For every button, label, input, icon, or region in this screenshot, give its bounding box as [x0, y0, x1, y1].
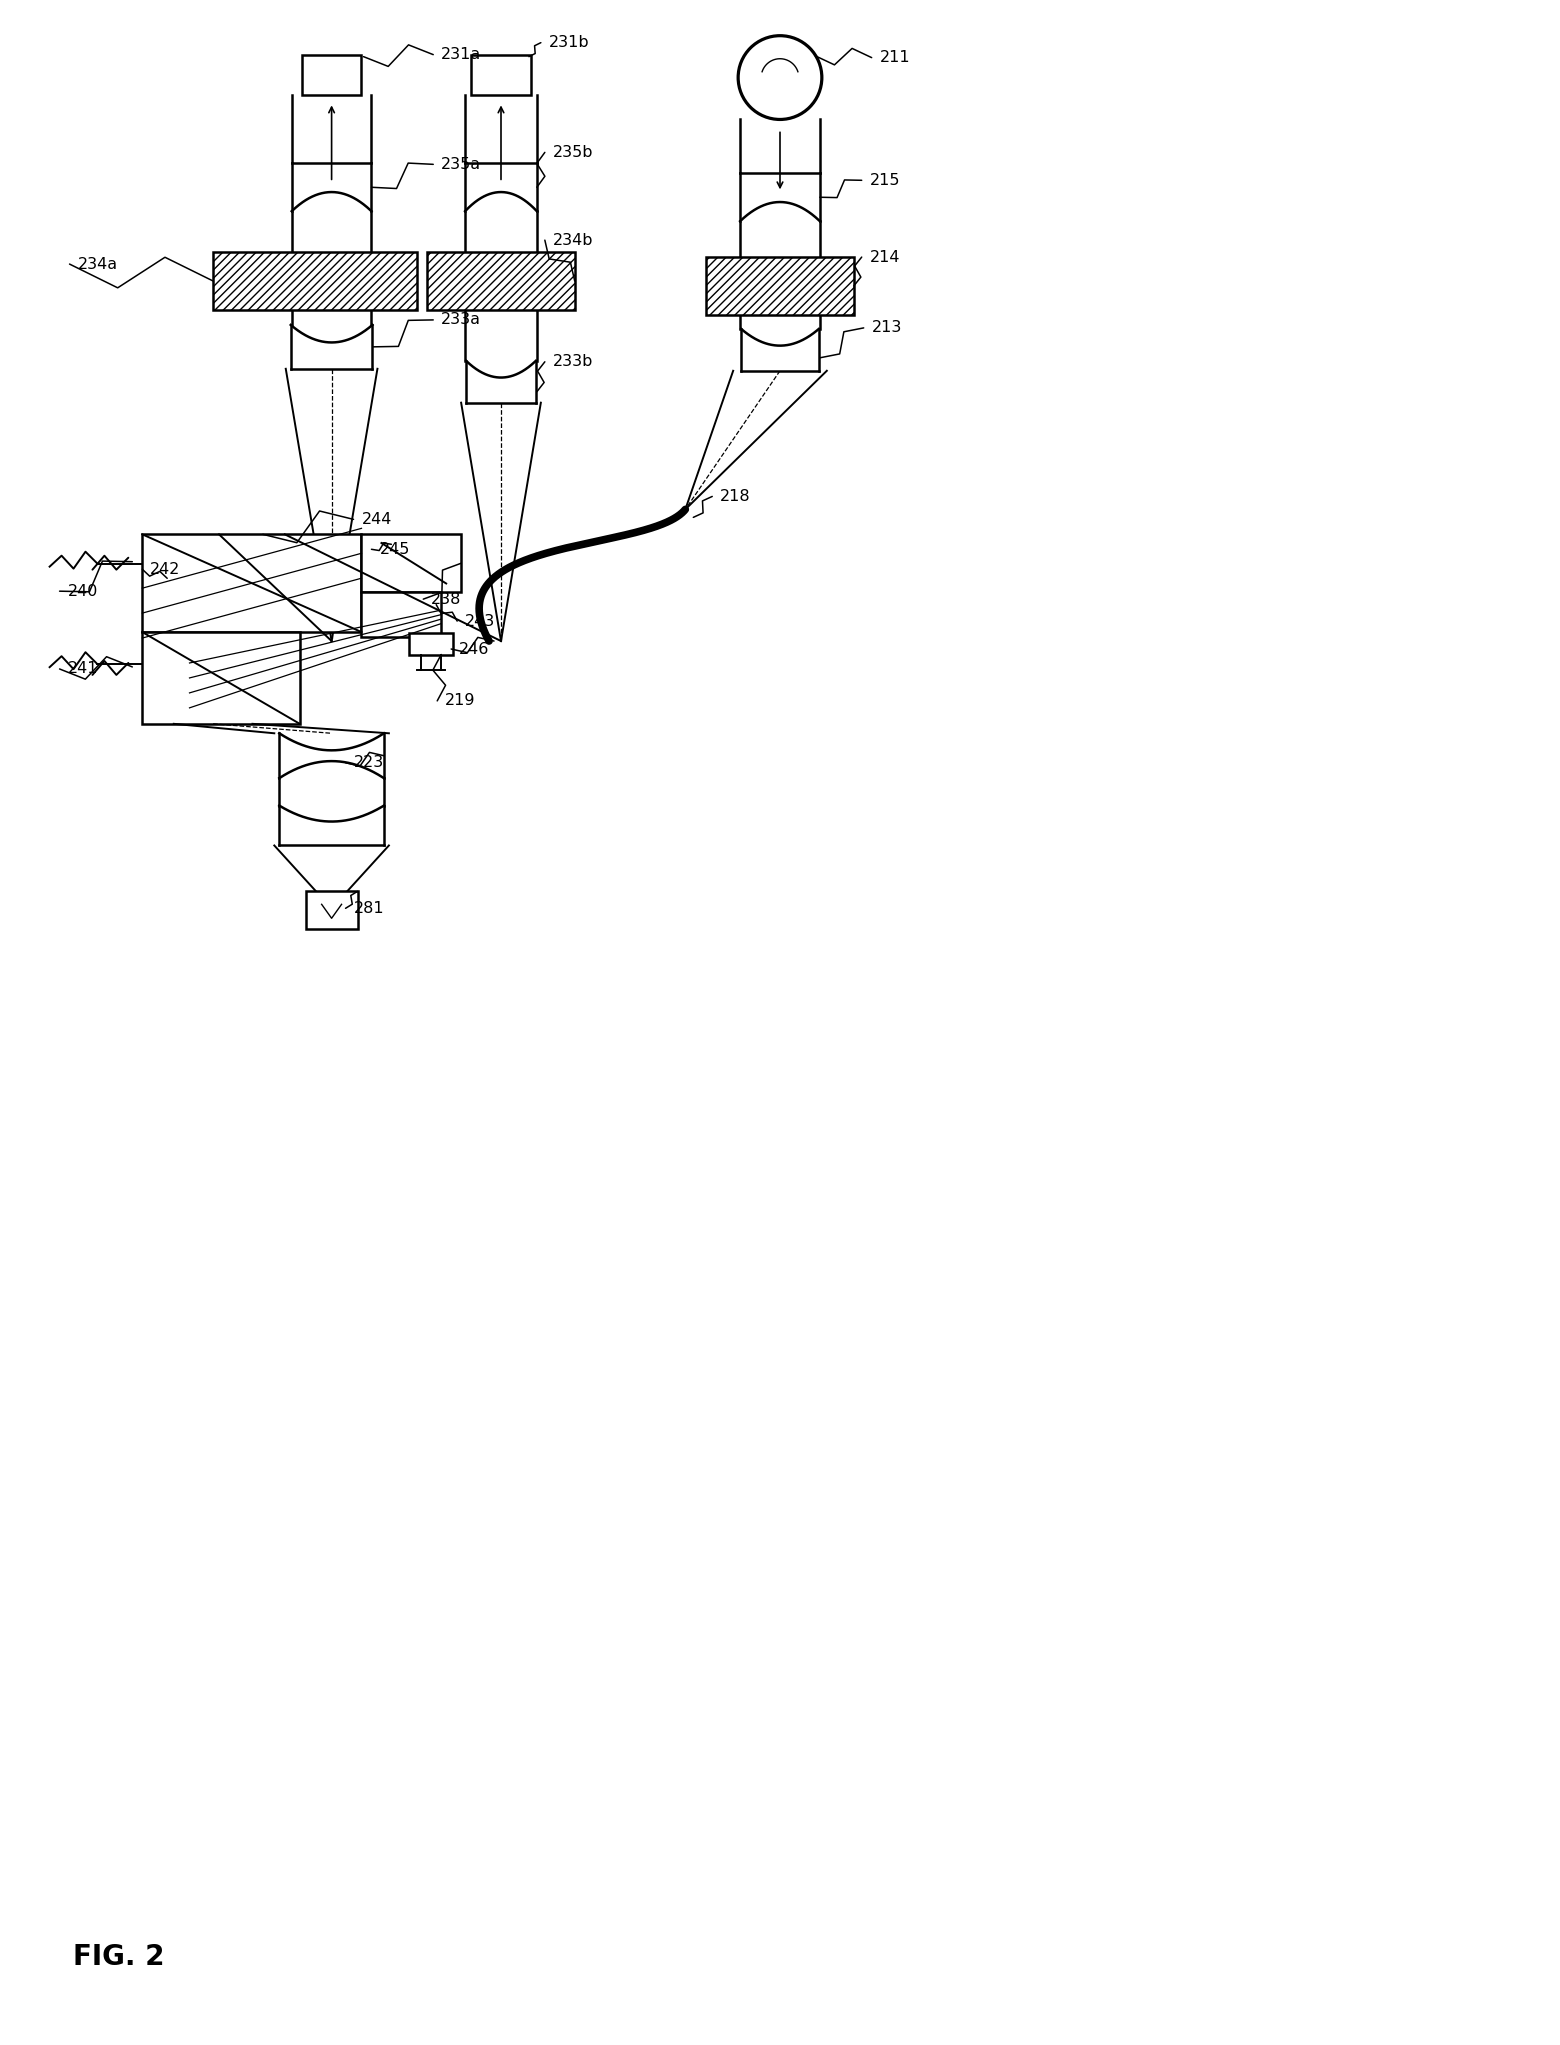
Bar [301, 55, 362, 94]
Text: 240: 240 [67, 583, 98, 599]
Text: 238: 238 [431, 591, 462, 607]
Bar [214, 252, 418, 311]
Text: 233a: 233a [441, 313, 480, 327]
Text: 223: 223 [354, 755, 384, 771]
Text: FIG. 2: FIG. 2 [72, 1943, 164, 1971]
Bar [707, 258, 853, 315]
Bar [142, 534, 362, 632]
Text: 214: 214 [869, 249, 900, 264]
Text: 231b: 231b [549, 35, 590, 51]
Text: 246: 246 [459, 642, 490, 656]
Text: 213: 213 [872, 321, 902, 335]
Text: 235b: 235b [552, 145, 593, 160]
Text: 235a: 235a [441, 157, 482, 172]
Bar [471, 55, 530, 94]
Text: 218: 218 [721, 489, 750, 503]
Text: 219: 219 [445, 693, 476, 708]
Text: 234a: 234a [78, 256, 117, 272]
Text: 244: 244 [362, 511, 392, 528]
Bar [409, 632, 452, 654]
Bar [362, 593, 441, 638]
Text: 281: 281 [354, 900, 384, 916]
Text: 231a: 231a [441, 47, 482, 61]
Text: 241: 241 [67, 661, 98, 677]
Bar [362, 534, 462, 593]
Bar [142, 632, 300, 724]
Text: 215: 215 [869, 172, 900, 188]
Text: 242: 242 [150, 562, 181, 577]
Text: 211: 211 [880, 51, 911, 65]
Text: 245: 245 [379, 542, 410, 556]
Text: 243: 243 [465, 614, 496, 628]
Text: 234b: 234b [552, 233, 593, 247]
Bar [306, 892, 357, 928]
Bar [427, 252, 574, 311]
Text: 233b: 233b [552, 354, 593, 370]
